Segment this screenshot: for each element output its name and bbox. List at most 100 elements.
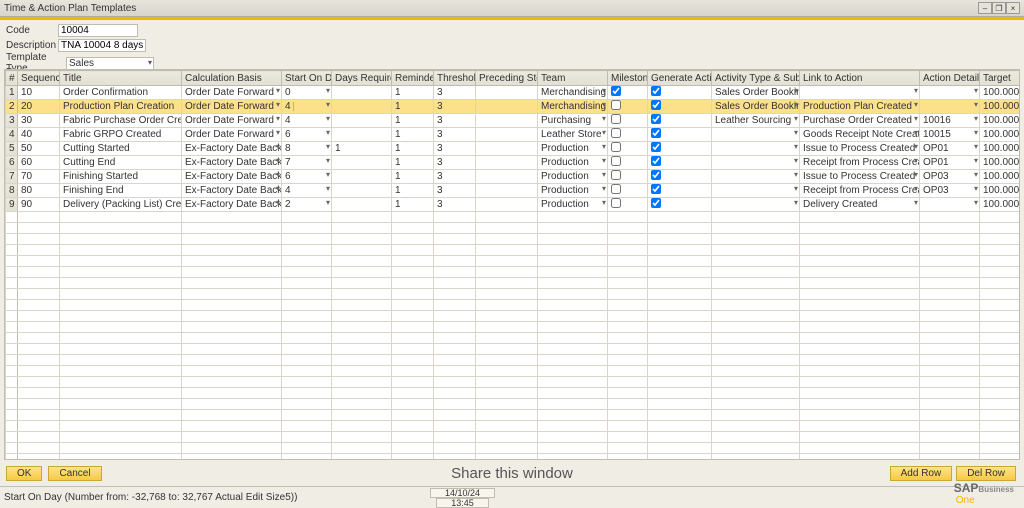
cell[interactable] [282, 256, 332, 267]
cell[interactable] [648, 278, 712, 289]
cell[interactable] [980, 212, 1020, 223]
cell[interactable] [6, 223, 18, 234]
cell[interactable] [648, 184, 712, 198]
cell[interactable] [60, 300, 182, 311]
cell[interactable]: 80 [18, 184, 60, 198]
cell[interactable]: 1 [392, 198, 434, 212]
cell[interactable] [392, 256, 434, 267]
cell[interactable] [920, 399, 980, 410]
cell[interactable] [608, 355, 648, 366]
cell[interactable] [476, 278, 538, 289]
cell[interactable] [18, 377, 60, 388]
cell[interactable] [920, 421, 980, 432]
cell[interactable]: 10 [18, 86, 60, 100]
cell[interactable] [608, 344, 648, 355]
cell[interactable]: Ex-Factory Date Backward▾ [182, 198, 282, 212]
cell[interactable]: Order Date Forward▾ [182, 114, 282, 128]
cell[interactable] [608, 289, 648, 300]
cell[interactable] [476, 184, 538, 198]
cell[interactable]: 1 [332, 142, 392, 156]
cell[interactable]: Leather Store▾ [538, 128, 608, 142]
cell[interactable]: ▾ [712, 142, 800, 156]
cell[interactable] [538, 223, 608, 234]
cell[interactable] [282, 421, 332, 432]
cell[interactable] [800, 212, 920, 223]
milestone-checkbox[interactable] [611, 128, 621, 138]
cell[interactable] [800, 278, 920, 289]
cell[interactable] [648, 322, 712, 333]
cell[interactable] [476, 344, 538, 355]
cell[interactable]: 40 [18, 128, 60, 142]
cell[interactable] [182, 311, 282, 322]
cell[interactable] [182, 245, 282, 256]
cell[interactable]: Issue to Process Created▾ [800, 142, 920, 156]
cell[interactable] [538, 454, 608, 461]
cell[interactable] [434, 256, 476, 267]
cell[interactable] [332, 198, 392, 212]
cell[interactable] [332, 410, 392, 421]
cell[interactable] [648, 454, 712, 461]
cell[interactable]: 4▾ [282, 114, 332, 128]
cell[interactable] [282, 322, 332, 333]
cell[interactable] [712, 289, 800, 300]
cell[interactable] [392, 432, 434, 443]
cell[interactable] [608, 170, 648, 184]
cell[interactable] [608, 399, 648, 410]
cell[interactable] [60, 377, 182, 388]
cell[interactable]: Merchandising▾ [538, 86, 608, 100]
cell[interactable] [282, 234, 332, 245]
table-row[interactable] [6, 278, 1020, 289]
cell[interactable] [476, 410, 538, 421]
cell[interactable] [6, 234, 18, 245]
cell[interactable]: Cutting End [60, 156, 182, 170]
cell[interactable] [980, 366, 1020, 377]
cell[interactable] [282, 245, 332, 256]
table-row[interactable] [6, 333, 1020, 344]
restore-button[interactable]: ❐ [992, 2, 1006, 14]
cell[interactable] [434, 278, 476, 289]
cell[interactable] [476, 311, 538, 322]
cell[interactable]: ▾ [712, 128, 800, 142]
cell[interactable] [608, 114, 648, 128]
cell[interactable] [800, 410, 920, 421]
cell[interactable] [712, 322, 800, 333]
cell[interactable] [6, 399, 18, 410]
cell[interactable] [712, 311, 800, 322]
cell[interactable] [980, 300, 1020, 311]
cell[interactable]: Receipt from Process Created▾ [800, 184, 920, 198]
cell[interactable] [434, 322, 476, 333]
cell[interactable] [332, 267, 392, 278]
cell[interactable] [332, 245, 392, 256]
cell[interactable] [332, 333, 392, 344]
cell[interactable] [282, 311, 332, 322]
cell[interactable] [648, 344, 712, 355]
cell[interactable]: Sales Order Booking▾ [712, 100, 800, 114]
cell[interactable]: Goods Receipt Note Created▾ [800, 128, 920, 142]
cell[interactable] [6, 366, 18, 377]
cell[interactable]: 20 [18, 100, 60, 114]
cell[interactable]: Production▾ [538, 156, 608, 170]
cell[interactable] [60, 223, 182, 234]
cell[interactable] [712, 245, 800, 256]
cell[interactable] [920, 388, 980, 399]
column-header[interactable]: Days Required [332, 71, 392, 86]
cell[interactable] [18, 399, 60, 410]
table-row[interactable] [6, 366, 1020, 377]
cell[interactable] [392, 234, 434, 245]
cell[interactable] [538, 388, 608, 399]
cell[interactable] [6, 454, 18, 461]
table-row[interactable] [6, 388, 1020, 399]
cell[interactable] [476, 267, 538, 278]
cell[interactable] [392, 333, 434, 344]
cell[interactable] [60, 322, 182, 333]
cell[interactable] [60, 256, 182, 267]
cell[interactable]: 70 [18, 170, 60, 184]
cell[interactable] [712, 355, 800, 366]
cell[interactable] [608, 267, 648, 278]
cell[interactable]: 100.000 [980, 184, 1020, 198]
cell[interactable] [18, 267, 60, 278]
cell[interactable] [648, 114, 712, 128]
cell[interactable] [434, 267, 476, 278]
cell[interactable] [712, 212, 800, 223]
cell[interactable] [800, 388, 920, 399]
